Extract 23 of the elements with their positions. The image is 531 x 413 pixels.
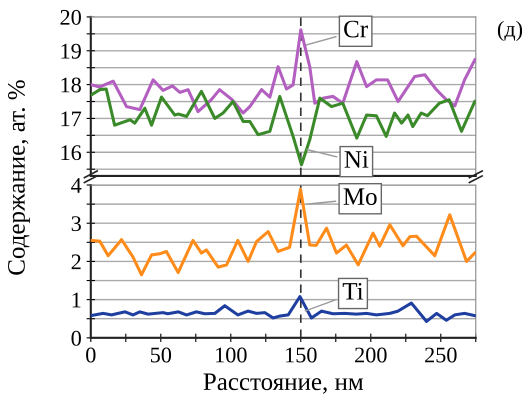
x-tick-label: 150 (286, 348, 317, 362)
y-axis-title: Содержание, ат. % (8, 80, 30, 275)
y-tick-label: 17 (62, 111, 82, 126)
text: (д) (498, 20, 522, 42)
y-tick-label: 16 (62, 145, 82, 160)
y-tick-label: 3 (72, 216, 81, 232)
series-label: Ni (344, 151, 368, 168)
y-tick-label: 4 (71, 178, 82, 193)
y-tick-label: 20 (60, 10, 81, 25)
x-tick-label: 0 (86, 348, 96, 362)
y-tick-label: 2 (72, 254, 81, 270)
x-tick-label: 100 (216, 348, 247, 362)
y-tick-label: 19 (62, 44, 81, 59)
y-tick-label: 0 (72, 330, 81, 346)
y-tick-label: 18 (62, 78, 81, 93)
series-label: Cr (344, 20, 368, 38)
x-tick-label: 50 (150, 348, 172, 362)
series-label: Mo (344, 188, 377, 206)
series-label: Ti (342, 282, 364, 300)
y-tick-label: 1 (72, 292, 80, 308)
x-axis-title: Расстояние, нм (204, 374, 364, 394)
x-tick-label: 250 (425, 348, 457, 362)
x-tick-label: 200 (355, 348, 387, 362)
